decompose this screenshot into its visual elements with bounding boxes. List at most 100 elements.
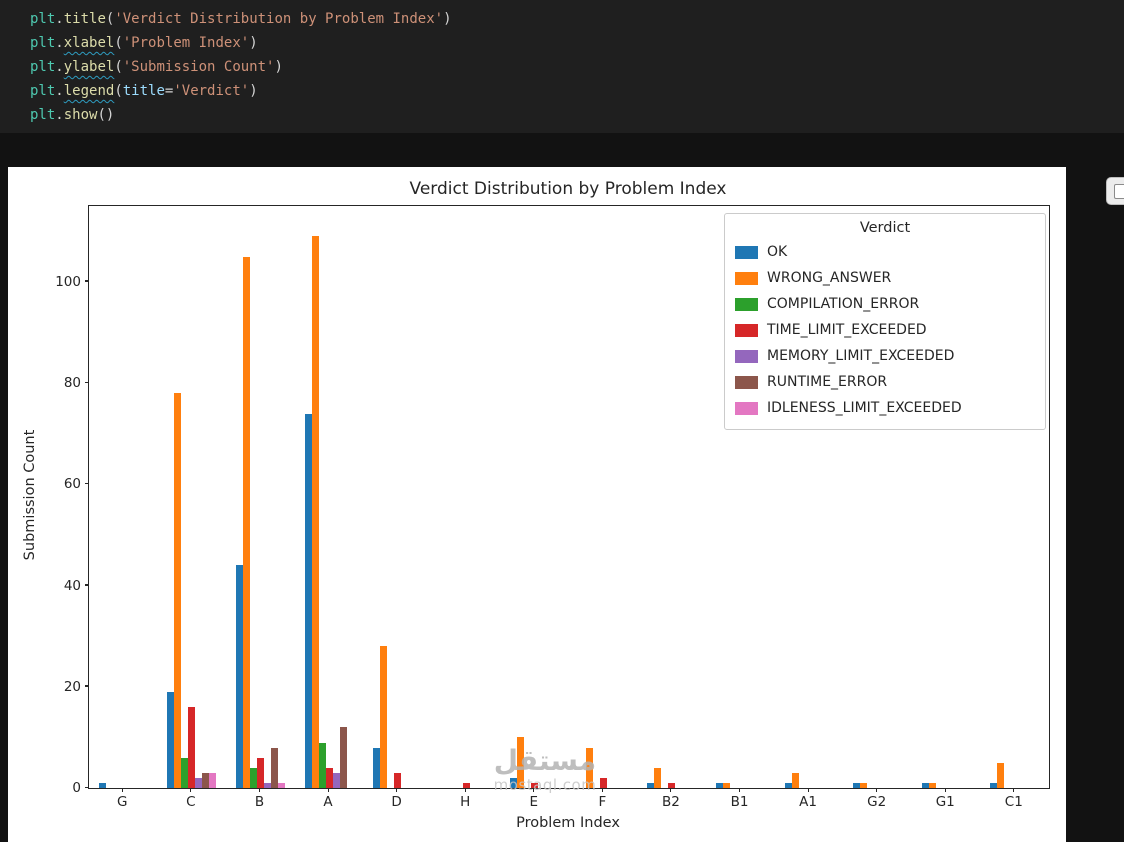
bar-time_limit_exceeded — [325, 767, 333, 788]
legend-item: OK — [735, 239, 1035, 265]
bar-ok — [304, 413, 312, 788]
x-tick-b2: B2 — [637, 788, 706, 810]
y-tick-label: 0 — [72, 780, 81, 796]
y-tick-mark — [85, 280, 89, 282]
x-tick-label: B2 — [661, 794, 680, 810]
code-token: ) — [274, 59, 283, 75]
bar-ok — [235, 565, 243, 788]
code-token: . — [55, 59, 64, 75]
legend-item: TIME_LIMIT_EXCEEDED — [735, 317, 1035, 343]
x-tick-b: B — [225, 788, 294, 810]
code-line: plt.ylabel('Submission Count') — [30, 55, 1124, 79]
bar-group-h — [432, 206, 501, 788]
x-tick-mark — [807, 788, 809, 792]
legend-item: IDLENESS_LIMIT_EXCEEDED — [735, 395, 1035, 421]
x-tick-a: A — [294, 788, 363, 810]
y-tick-label: 20 — [63, 678, 81, 695]
legend-label: IDLENESS_LIMIT_EXCEEDED — [767, 400, 962, 416]
x-axis-ticks: G C B A D H E F B2 B1 A1 G2 G1 C1 — [88, 788, 1048, 810]
bar-ok — [510, 777, 518, 788]
y-tick-mark — [85, 685, 89, 687]
x-tick-mark — [738, 788, 740, 792]
bar-memory_limit_exceeded — [195, 777, 203, 788]
bar-group-b — [226, 206, 295, 788]
y-tick-mark — [85, 786, 89, 788]
bar-time_limit_exceeded — [188, 707, 196, 788]
code-token: = — [164, 83, 174, 99]
code-line: plt.title('Verdict Distribution by Probl… — [30, 7, 1124, 31]
bar-ok — [990, 782, 998, 788]
bar-wrong_answer — [585, 747, 593, 788]
code-token: title — [122, 83, 165, 99]
bar-ok — [647, 782, 655, 788]
x-tick-b1: B1 — [705, 788, 774, 810]
bar-ok — [373, 747, 381, 788]
bar-wrong_answer — [174, 393, 182, 788]
code-editor[interactable]: plt.title('Verdict Distribution by Probl… — [0, 0, 1124, 133]
bar-wrong_answer — [791, 772, 799, 788]
x-tick-e: E — [499, 788, 568, 810]
bar-group-c1 — [981, 206, 1050, 788]
x-tick-label: C — [186, 794, 196, 810]
legend-title: Verdict — [859, 220, 911, 236]
x-tick-c1: C1 — [980, 788, 1049, 810]
bar-wrong_answer — [928, 782, 936, 788]
x-tick-mark — [396, 788, 398, 792]
bar-time_limit_exceeded — [394, 772, 402, 788]
x-tick-f: F — [568, 788, 637, 810]
legend-label: TIME_LIMIT_EXCEEDED — [767, 322, 927, 338]
bar-time_limit_exceeded — [531, 782, 539, 788]
x-tick-label: B1 — [730, 794, 749, 810]
bar-wrong_answer — [242, 256, 250, 788]
x-tick-label: B — [254, 794, 265, 810]
string-token: 'Problem Index' — [122, 35, 250, 51]
code-token: ( — [114, 59, 123, 75]
x-tick-mark — [944, 788, 946, 792]
plot-area: Verdict OK WRONG_ANSWER COMPILATION_ERROR T… — [55, 205, 1050, 796]
bar-group-a — [295, 206, 364, 788]
legend-swatch — [735, 245, 758, 259]
string-token: 'Submission Count' — [122, 59, 275, 75]
code-line: plt.legend(title='Verdict') — [30, 79, 1124, 103]
chart-legend: Verdict OK WRONG_ANSWER COMPILATION_ERROR T… — [724, 213, 1046, 430]
code-line: plt.show() — [30, 103, 1124, 127]
code-token: ( — [114, 83, 123, 99]
bar-group-d — [363, 206, 432, 788]
y-tick-mark — [85, 584, 89, 586]
bar-wrong_answer — [311, 236, 319, 788]
x-tick-mark — [876, 788, 878, 792]
code-token: show — [63, 107, 98, 123]
legend-label: WRONG_ANSWER — [767, 270, 892, 286]
bar-memory_limit_exceeded — [263, 782, 271, 788]
x-tick-mark — [670, 788, 672, 792]
x-tick-label: F — [598, 794, 607, 810]
code-token: plt — [30, 107, 56, 123]
bar-memory_limit_exceeded — [332, 772, 340, 788]
bar-time_limit_exceeded — [256, 757, 264, 788]
x-tick-mark — [533, 788, 535, 792]
y-axis-label: Submission Count — [22, 429, 38, 561]
legend-swatch — [735, 349, 758, 363]
bar-group-a1 — [775, 206, 844, 788]
x-tick-g2: G2 — [842, 788, 911, 810]
x-tick-d: D — [362, 788, 431, 810]
legend-swatch — [735, 271, 758, 285]
legend-swatch — [735, 297, 758, 311]
x-tick-h: H — [431, 788, 500, 810]
code-token: . — [55, 11, 64, 27]
x-tick-mark — [258, 788, 260, 792]
string-token: 'Verdict Distribution by Problem Index' — [114, 11, 444, 27]
bar-group-f — [569, 206, 638, 788]
x-tick-g1: G1 — [911, 788, 980, 810]
bar-wrong_answer — [997, 762, 1005, 788]
code-token: plt — [30, 83, 56, 99]
legend-label: MEMORY_LIMIT_EXCEEDED — [767, 348, 955, 364]
x-tick-label: A — [323, 794, 333, 810]
bar-group-c — [158, 206, 227, 788]
code-token: plt — [30, 11, 56, 27]
code-token: ) — [105, 107, 115, 123]
bar-group-g — [89, 206, 158, 788]
copy-figure-button[interactable] — [1106, 177, 1124, 205]
x-tick-a1: A1 — [774, 788, 843, 810]
x-tick-mark — [190, 788, 192, 792]
